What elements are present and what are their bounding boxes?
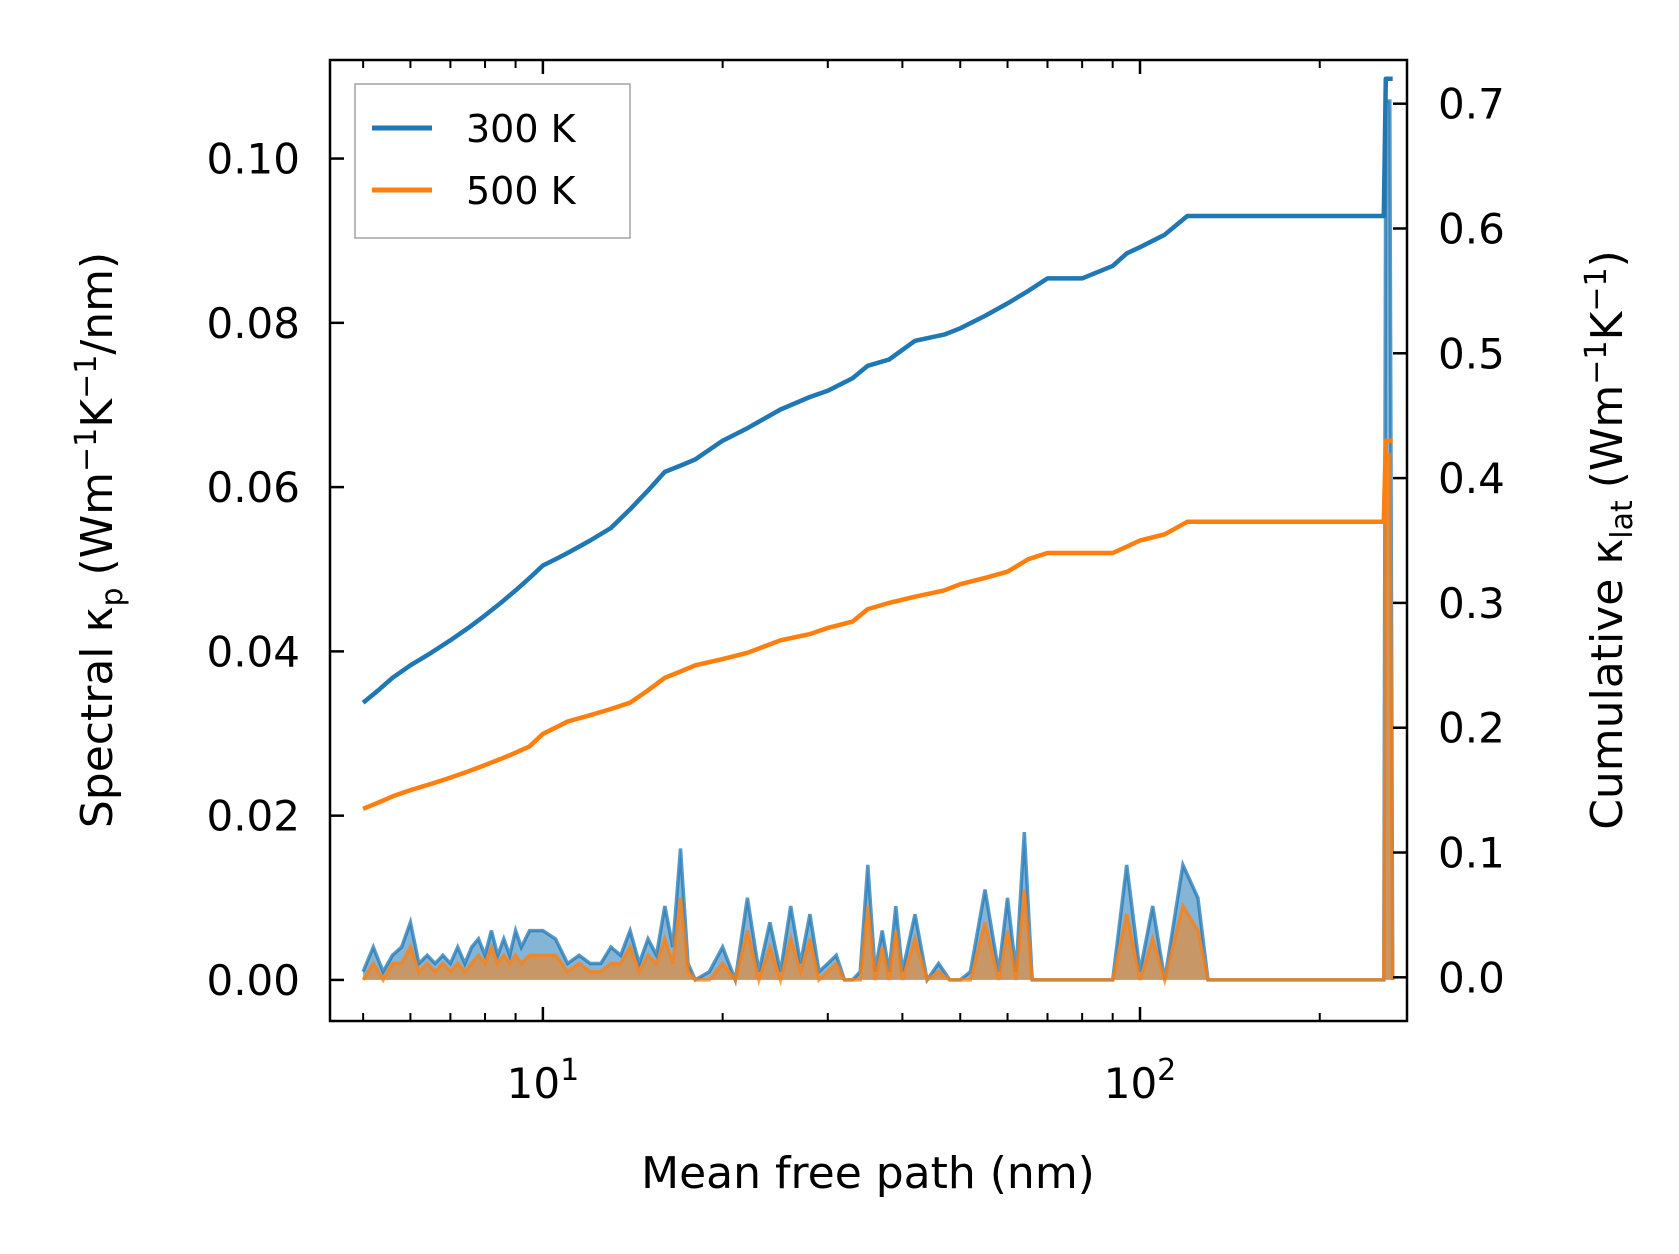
spectral-line-500k <box>363 454 1393 980</box>
y-right-tick-label: 0.2 <box>1438 704 1505 753</box>
y-left-tick-label: 0.10 <box>206 135 300 184</box>
y-right-tick-label: 0.4 <box>1438 454 1505 503</box>
legend: 300 K 500 K <box>355 84 630 238</box>
y-left-tick-label: 0.06 <box>206 463 300 512</box>
y-left-tick-label: 0.08 <box>206 299 300 348</box>
y-right-tick-label: 0.3 <box>1438 579 1505 628</box>
y-axis-title-right: Cumulative κlat(Wm−1K−1) <box>1579 250 1640 830</box>
y-left-tick-label: 0.00 <box>206 956 300 1005</box>
legend-label-500k: 500 K <box>466 169 577 213</box>
cumulative-line-500k <box>363 441 1393 809</box>
legend-label-300k: 300 K <box>466 107 577 151</box>
y-axis-title-left: Spectral κp(Wm−1K−1/nm) <box>69 252 130 828</box>
y-right-tick-label: 0.5 <box>1438 329 1505 378</box>
spectral-area-500k <box>363 454 1393 980</box>
y-left-tick-label: 0.02 <box>206 792 300 841</box>
y-right-tick-label: 0.1 <box>1438 829 1505 878</box>
y-right-tick-label: 0.7 <box>1438 80 1505 129</box>
y-right-tick-label: 0.0 <box>1438 953 1505 1002</box>
x-tick-label: 101 <box>507 1053 580 1108</box>
y-right-tick-label: 0.6 <box>1438 204 1505 253</box>
x-tick-label: 102 <box>1104 1053 1177 1108</box>
y-left-tick-label: 0.04 <box>206 627 300 676</box>
x-axis-title: Mean free path (nm) <box>641 1148 1095 1199</box>
